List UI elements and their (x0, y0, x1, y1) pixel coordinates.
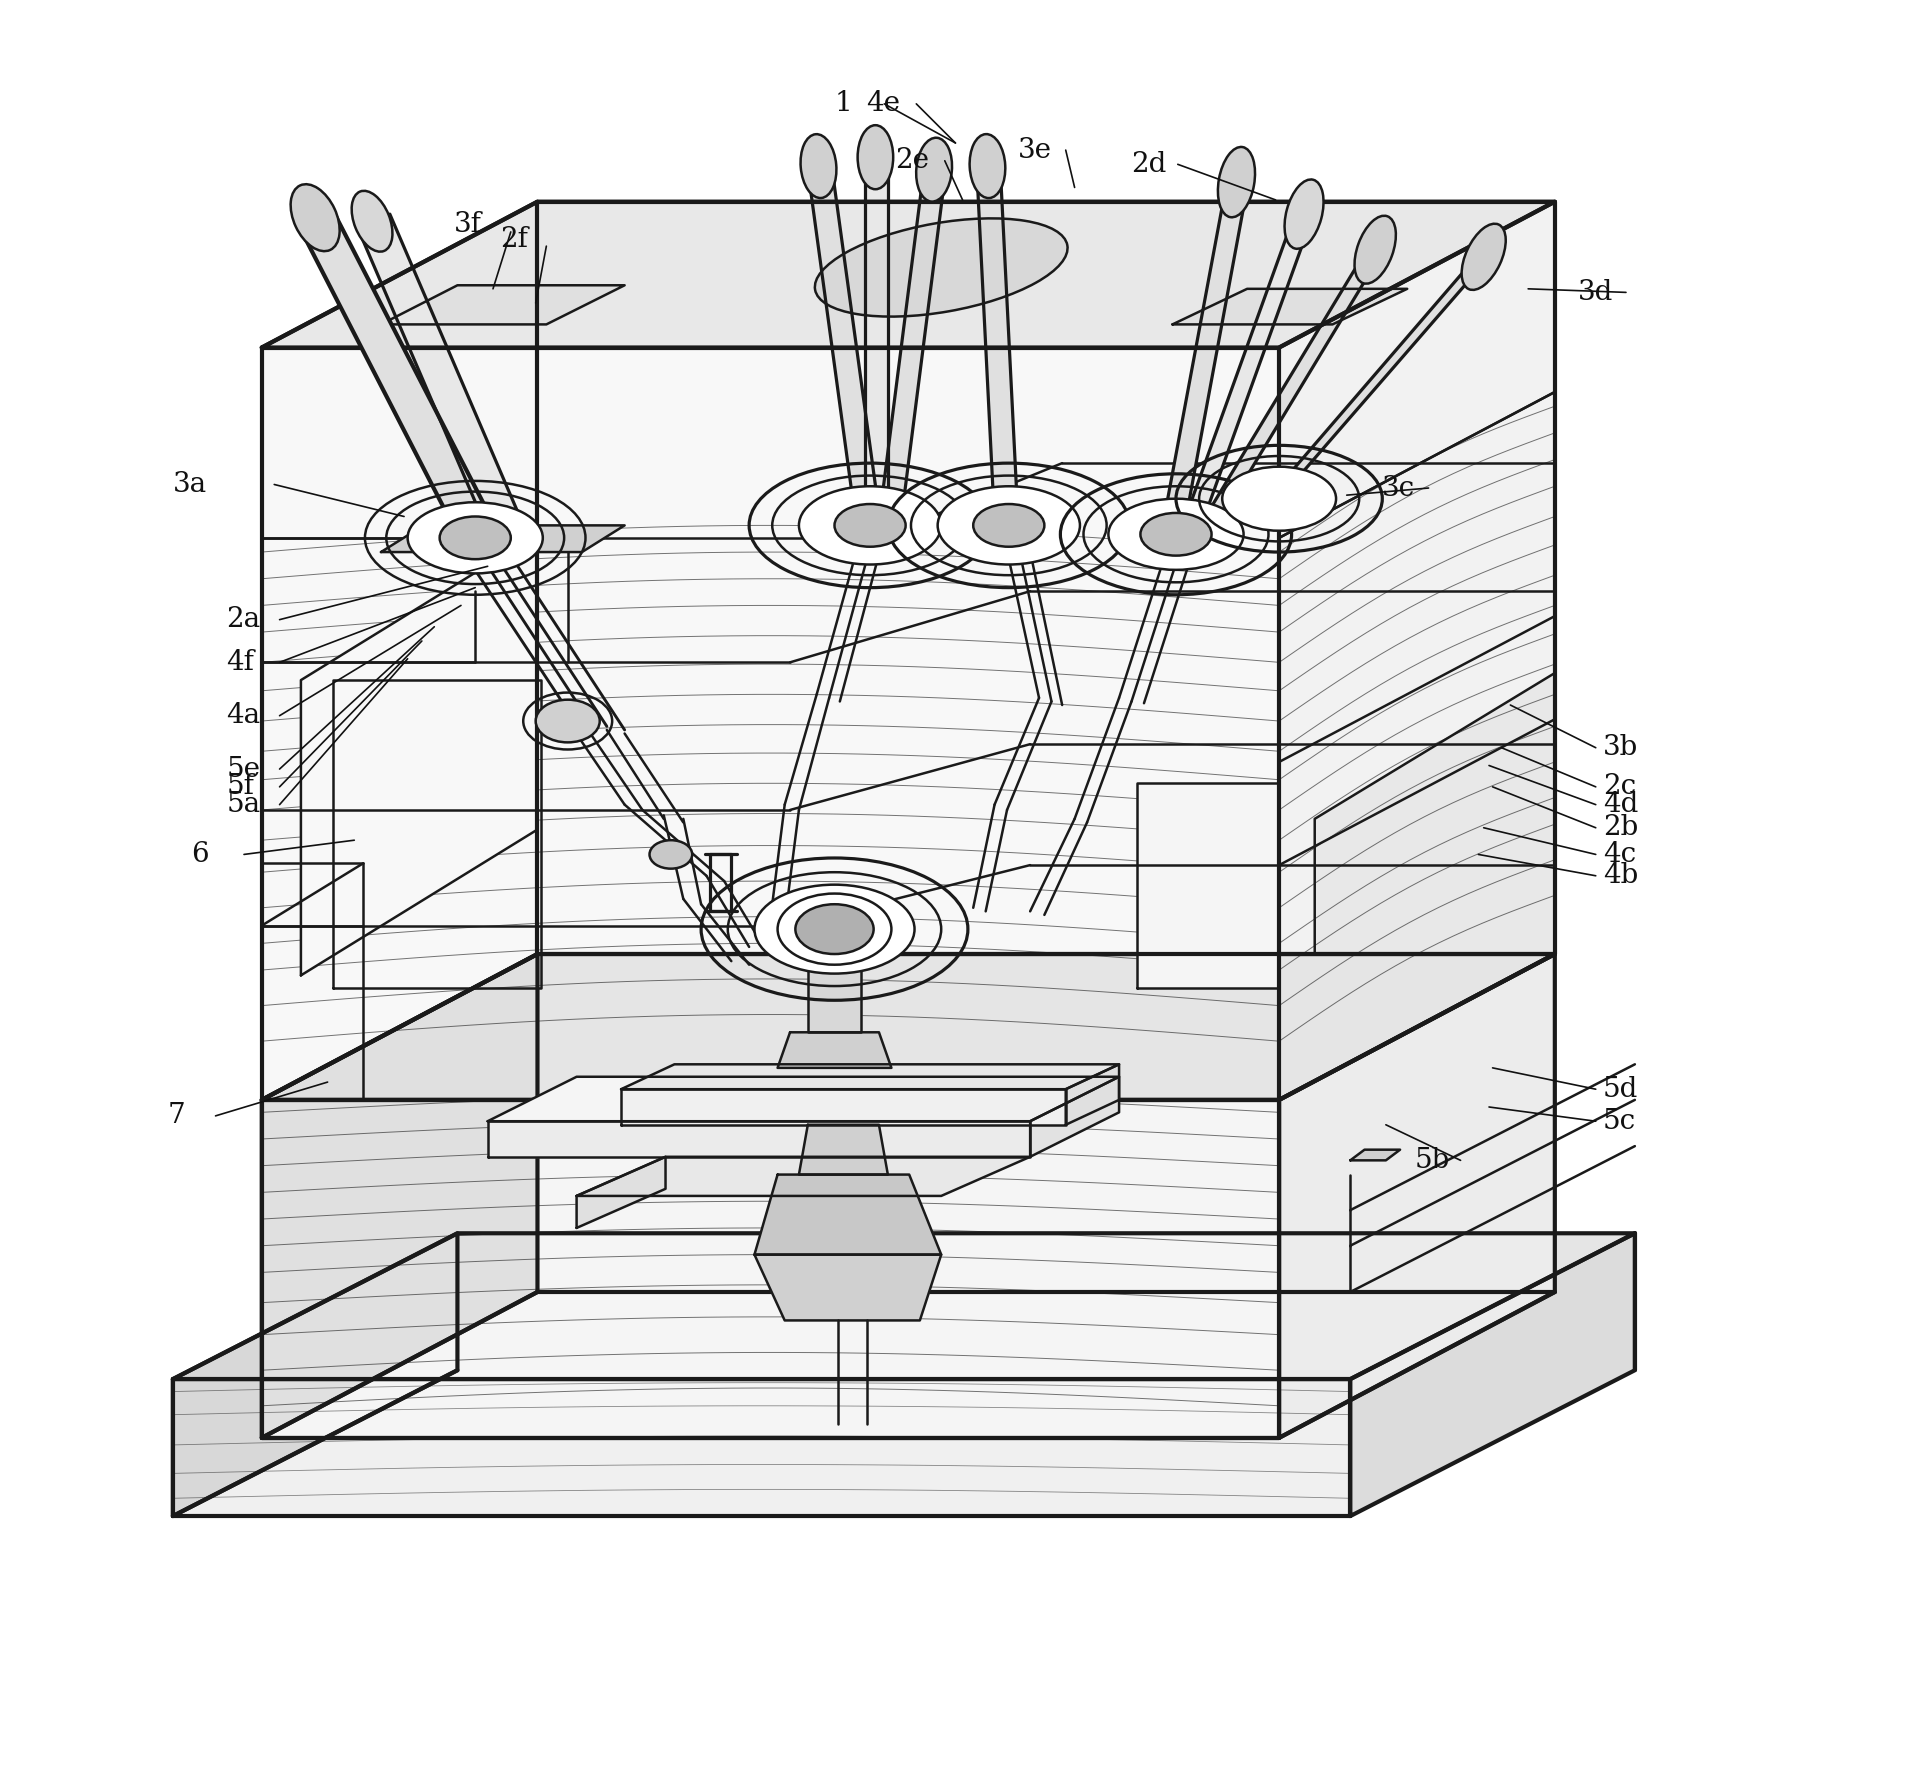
Polygon shape (1030, 1077, 1118, 1157)
Text: 4f: 4f (226, 650, 255, 676)
Polygon shape (1199, 246, 1387, 527)
Text: 2b: 2b (1603, 813, 1638, 842)
Text: 4d: 4d (1603, 790, 1638, 819)
Polygon shape (1279, 201, 1555, 1100)
Polygon shape (382, 525, 625, 552)
Text: 5d: 5d (1603, 1075, 1638, 1102)
Ellipse shape (650, 840, 692, 869)
Polygon shape (1266, 253, 1492, 502)
Ellipse shape (1354, 215, 1396, 283)
Ellipse shape (292, 183, 339, 251)
Polygon shape (173, 1234, 1634, 1380)
Text: 3b: 3b (1603, 733, 1638, 762)
Polygon shape (173, 1234, 456, 1517)
Polygon shape (301, 534, 537, 975)
Ellipse shape (351, 190, 393, 251)
Polygon shape (800, 1125, 888, 1175)
Polygon shape (1350, 1234, 1634, 1517)
Polygon shape (878, 164, 947, 522)
Text: 2d: 2d (1132, 151, 1166, 178)
Polygon shape (261, 1100, 1279, 1438)
Text: 5e: 5e (226, 755, 261, 783)
Polygon shape (577, 1157, 666, 1228)
Ellipse shape (815, 219, 1068, 317)
Polygon shape (807, 958, 861, 1032)
Polygon shape (976, 160, 1018, 522)
Polygon shape (487, 1077, 1118, 1121)
Text: 3f: 3f (455, 212, 481, 239)
Polygon shape (621, 1089, 1066, 1125)
Polygon shape (382, 285, 625, 324)
Polygon shape (1181, 210, 1314, 529)
Ellipse shape (971, 134, 1005, 198)
Polygon shape (754, 1255, 942, 1321)
Polygon shape (777, 1032, 892, 1068)
Ellipse shape (1222, 466, 1337, 530)
Polygon shape (297, 210, 493, 534)
Polygon shape (1350, 1150, 1400, 1161)
Ellipse shape (535, 700, 600, 742)
Polygon shape (261, 954, 537, 1438)
Text: 5c: 5c (1603, 1107, 1636, 1134)
Text: 5b: 5b (1414, 1146, 1450, 1173)
Polygon shape (1279, 954, 1555, 1438)
Polygon shape (261, 954, 1555, 1100)
Ellipse shape (1285, 180, 1323, 249)
Ellipse shape (796, 904, 873, 954)
Polygon shape (487, 1121, 1030, 1157)
Polygon shape (1066, 1064, 1118, 1125)
Ellipse shape (1218, 148, 1254, 217)
Ellipse shape (800, 486, 942, 564)
Polygon shape (621, 1064, 1118, 1089)
Text: 4e: 4e (867, 91, 901, 117)
Text: 2f: 2f (501, 226, 527, 253)
Ellipse shape (1462, 224, 1506, 290)
Polygon shape (1162, 178, 1249, 530)
Polygon shape (1137, 783, 1279, 988)
Ellipse shape (409, 502, 543, 573)
Text: 2e: 2e (896, 148, 928, 174)
Polygon shape (359, 214, 520, 530)
Ellipse shape (938, 486, 1080, 564)
Polygon shape (261, 201, 1555, 347)
Text: 4c: 4c (1603, 840, 1636, 869)
Polygon shape (844, 516, 1036, 534)
Text: 4a: 4a (226, 701, 261, 730)
Ellipse shape (1109, 498, 1243, 570)
Polygon shape (754, 1175, 942, 1255)
Text: 7: 7 (167, 1102, 186, 1129)
Polygon shape (1172, 288, 1408, 324)
Text: 1: 1 (834, 91, 852, 117)
Text: 2c: 2c (1603, 773, 1636, 801)
Polygon shape (865, 160, 888, 520)
Polygon shape (1314, 673, 1555, 954)
Text: 4b: 4b (1603, 862, 1638, 890)
Text: 5f: 5f (226, 773, 255, 801)
Ellipse shape (754, 885, 915, 974)
Text: 3c: 3c (1383, 475, 1415, 502)
Polygon shape (577, 1157, 1030, 1196)
Ellipse shape (972, 504, 1045, 546)
Ellipse shape (439, 516, 510, 559)
Ellipse shape (800, 134, 836, 198)
Text: 3d: 3d (1579, 279, 1613, 306)
Polygon shape (807, 160, 878, 522)
Ellipse shape (1141, 513, 1212, 555)
Text: 6: 6 (190, 840, 209, 869)
Text: 3a: 3a (173, 472, 207, 498)
Polygon shape (261, 347, 1279, 1100)
Text: 2a: 2a (226, 607, 261, 634)
Text: 5a: 5a (226, 790, 261, 819)
Ellipse shape (917, 137, 951, 201)
Ellipse shape (857, 125, 894, 189)
Polygon shape (173, 1380, 1350, 1517)
Ellipse shape (834, 504, 905, 546)
Text: 3e: 3e (1018, 137, 1051, 164)
